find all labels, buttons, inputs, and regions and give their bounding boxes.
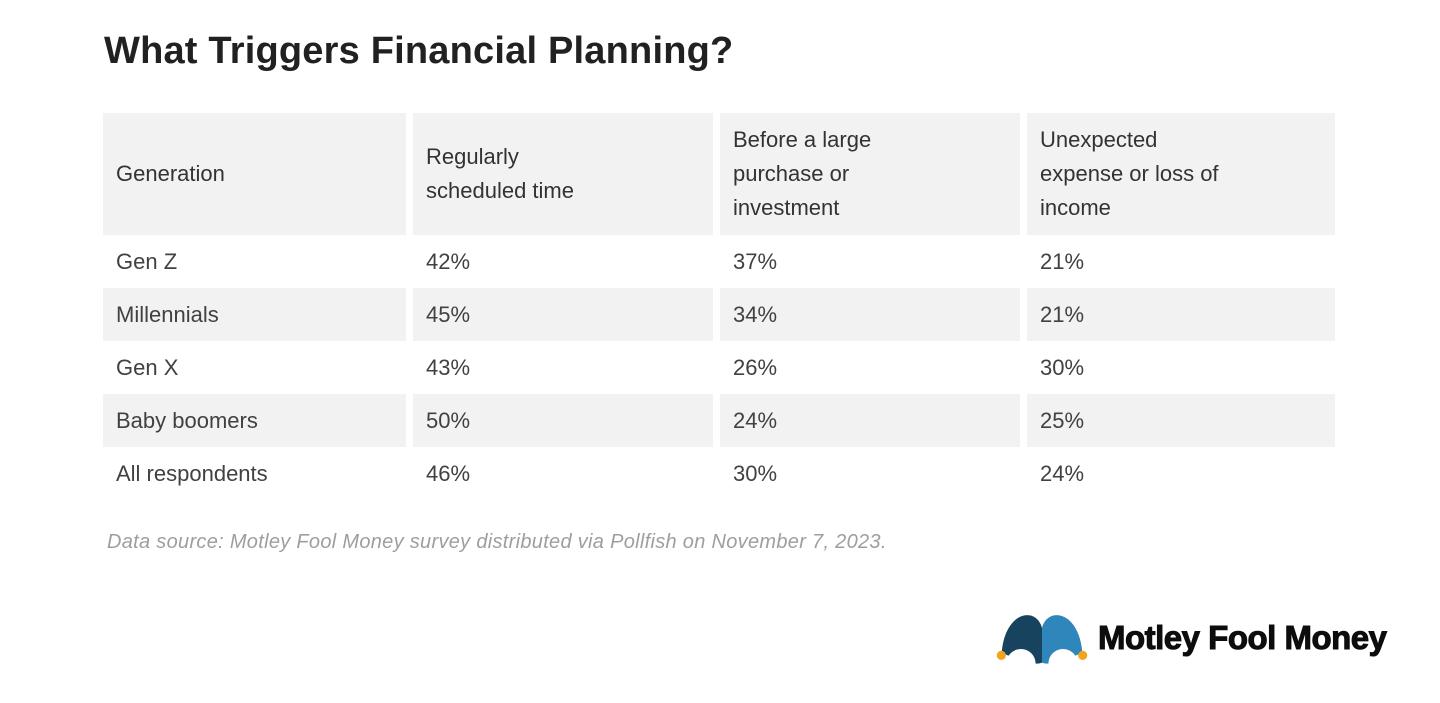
column-header-generation: Generation bbox=[103, 113, 406, 235]
table-cell: 43% bbox=[413, 341, 713, 394]
table-cell: 30% bbox=[1027, 341, 1335, 394]
jester-hat-icon bbox=[996, 615, 1088, 670]
column-header-label: Unexpected expense or loss of income bbox=[1040, 127, 1219, 220]
column-header-regularly-scheduled-time: Regularly scheduled time bbox=[413, 113, 713, 235]
column-header-label: Generation bbox=[116, 161, 225, 186]
hat-right-bell bbox=[1078, 650, 1088, 660]
hat-left-lobe bbox=[1001, 615, 1042, 664]
table-cell: 46% bbox=[413, 447, 713, 500]
column-header-label: Regularly scheduled time bbox=[426, 144, 574, 203]
row-label-gen-x: Gen X bbox=[103, 341, 406, 394]
row-label-baby-boomers: Baby boomers bbox=[103, 394, 406, 447]
table-cell: 24% bbox=[720, 394, 1020, 447]
table-cell: 21% bbox=[1027, 288, 1335, 341]
column-header-before-large-purchase: Before a large purchase or investment bbox=[720, 113, 1020, 235]
column-header-label: Before a large purchase or investment bbox=[733, 127, 872, 220]
brand-logo-text: Motley Fool Money bbox=[1098, 619, 1388, 657]
data-table: Generation Regularly scheduled time Befo… bbox=[103, 113, 1335, 500]
table-cell: 42% bbox=[413, 235, 713, 288]
table-cell: 50% bbox=[413, 394, 713, 447]
table-cell: 45% bbox=[413, 288, 713, 341]
data-source-note: Data source: Motley Fool Money survey di… bbox=[107, 531, 887, 553]
brand-logo: Motley Fool Money bbox=[996, 604, 1387, 672]
table-cell: 24% bbox=[1027, 447, 1335, 500]
table-cell: 30% bbox=[720, 447, 1020, 500]
hat-left-arch-cutout bbox=[1006, 648, 1036, 670]
page-title: What Triggers Financial Planning? bbox=[104, 30, 734, 72]
table-cell: 26% bbox=[720, 341, 1020, 394]
row-label-gen-z: Gen Z bbox=[103, 235, 406, 288]
table-cell: 37% bbox=[720, 235, 1020, 288]
hat-right-lobe bbox=[1042, 615, 1083, 664]
hat-left-bell bbox=[996, 650, 1006, 660]
row-label-millennials: Millennials bbox=[103, 288, 406, 341]
column-header-unexpected-expense: Unexpected expense or loss of income bbox=[1027, 113, 1335, 235]
hat-right-arch-cutout bbox=[1048, 648, 1078, 670]
table-cell: 25% bbox=[1027, 394, 1335, 447]
table-cell: 34% bbox=[720, 288, 1020, 341]
row-label-all-respondents: All respondents bbox=[103, 447, 406, 500]
table-cell: 21% bbox=[1027, 235, 1335, 288]
